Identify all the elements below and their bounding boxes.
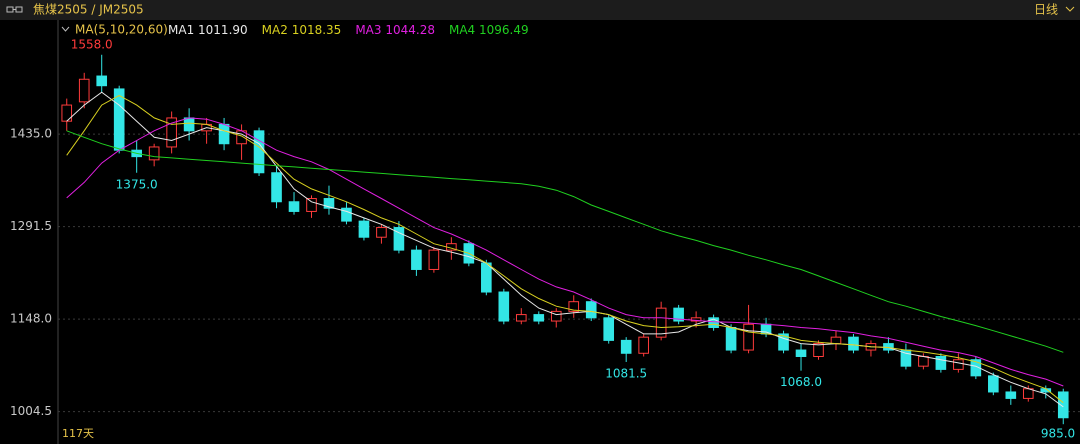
ma-label: MA(5,10,20,60): [75, 23, 168, 37]
candle-body: [271, 172, 282, 203]
candle-body: [953, 359, 964, 370]
low-label: 985.0: [1041, 427, 1075, 441]
candle-body: [743, 323, 754, 351]
ma-line: [66, 91, 1064, 408]
legend-name: MA3: [355, 23, 381, 37]
candle-body: [970, 359, 982, 377]
candle-body: [428, 249, 440, 270]
candle-body: [411, 249, 422, 270]
candle-body: [96, 75, 108, 87]
candle-body: [655, 307, 667, 338]
candle-body: [708, 317, 719, 328]
candle-body: [481, 262, 492, 293]
legend-entry: MA4 1096.49: [449, 23, 529, 37]
candle-body: [358, 220, 370, 238]
candle-body: [306, 198, 317, 212]
ma-line: [66, 117, 1064, 387]
candle-body: [183, 117, 195, 132]
candle-body: [830, 336, 842, 345]
footer: 117天: [62, 427, 94, 440]
candle-body: [848, 336, 859, 351]
low-label: 1375.0: [116, 177, 158, 191]
y-tick-label: 1148.0: [10, 312, 52, 326]
candle-body: [61, 104, 73, 122]
legend-value: 1044.28: [385, 23, 435, 37]
candle-body: [603, 317, 615, 341]
ma-line: [66, 94, 1064, 404]
legend-name: MA2: [262, 23, 288, 37]
legend-entry: MA2 1018.35: [262, 23, 342, 37]
candle-body: [568, 301, 580, 312]
candle-body: [935, 356, 947, 370]
candle-body: [113, 88, 125, 151]
legend-value: 1011.90: [198, 23, 248, 37]
ma-line: [66, 130, 1064, 353]
candle-body: [1057, 391, 1069, 419]
y-tick-label: 1435.0: [10, 127, 52, 141]
candle-body: [795, 349, 807, 358]
candle-body: [323, 198, 335, 209]
candle-body: [515, 314, 527, 322]
chart-title: 焦煤2505 / JM2505: [33, 3, 144, 17]
candle-body: [585, 301, 597, 319]
legend-name: MA1: [168, 23, 194, 37]
candle-body: [498, 291, 510, 322]
candle-body: [690, 317, 702, 322]
candle-body: [148, 146, 160, 161]
candle-body: [166, 117, 177, 148]
low-label: 1068.0: [780, 375, 822, 389]
legend-name: MA4: [449, 23, 475, 37]
y-tick-label: 1004.5: [10, 404, 52, 418]
y-tick-label: 1291.5: [10, 219, 52, 233]
candle-body: [78, 78, 90, 103]
candle-body: [1005, 391, 1017, 399]
period-dropdown[interactable]: [1065, 6, 1075, 12]
candle-body: [253, 130, 265, 174]
candle-body: [218, 123, 230, 145]
header-bar: [0, 0, 1080, 20]
candle-body: [376, 227, 387, 238]
period[interactable]: 日线: [1034, 3, 1058, 17]
ma-dropdown[interactable]: [61, 26, 70, 32]
candle-body: [288, 201, 300, 212]
candle-body: [638, 336, 649, 354]
low-label: 1081.5: [605, 366, 647, 380]
candle-body: [341, 207, 352, 222]
candle-body: [813, 343, 824, 357]
candle-body: [725, 326, 737, 351]
candle-body: [533, 314, 545, 322]
candle-body: [778, 333, 789, 351]
legend-entry: MA1 1011.90: [168, 23, 248, 37]
candle-body: [620, 339, 632, 354]
link-icon[interactable]: [6, 6, 23, 13]
candle-body: [918, 356, 929, 367]
legend-value: 1096.49: [479, 23, 529, 37]
legend-value: 1018.35: [292, 23, 342, 37]
candle-body: [550, 310, 562, 322]
candle-body: [673, 307, 684, 322]
candle-body: [988, 375, 999, 393]
candle-body: [393, 227, 405, 251]
legend-entry: MA3 1044.28: [355, 23, 435, 37]
high-label: 1558.0: [71, 37, 113, 51]
